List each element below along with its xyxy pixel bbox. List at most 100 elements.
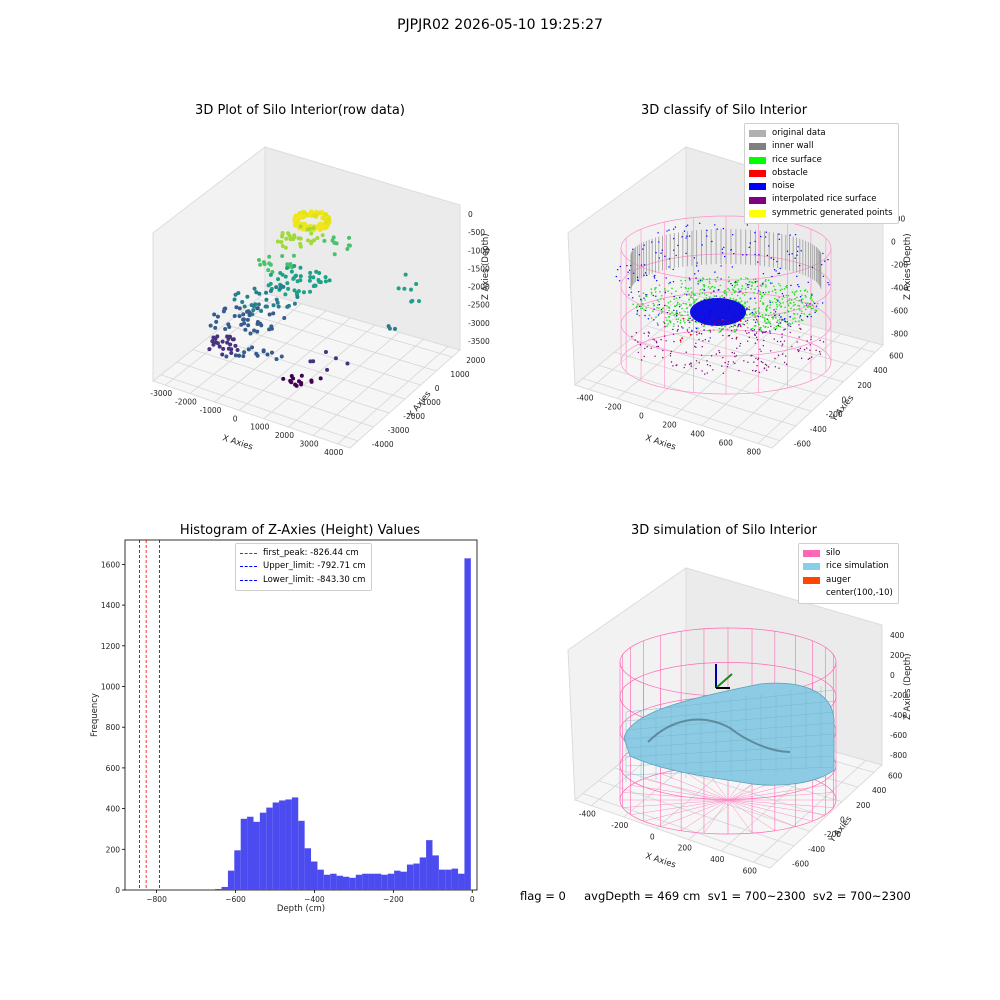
- p2-interp-point: [657, 345, 660, 348]
- p2-interp-point: [680, 326, 683, 328]
- p2-rice-point: [734, 291, 736, 294]
- p2-noise-point: [790, 284, 792, 287]
- p2-interp-point: [736, 329, 738, 331]
- p2-obstacle-point: [754, 334, 757, 337]
- p1-point: [278, 270, 283, 275]
- p2-noise-point: [766, 254, 769, 257]
- p2-noise-point: [758, 254, 760, 256]
- p3-bars: [189, 558, 471, 890]
- p2-noise-point: [715, 295, 717, 297]
- p2-rice-point: [667, 323, 670, 325]
- p2-noise-point: [769, 301, 771, 304]
- p2-interp-point: [652, 338, 654, 341]
- p1-point: [269, 350, 274, 355]
- p4-xtick: -400: [579, 810, 596, 819]
- p2-interp-point: [791, 345, 793, 348]
- p1-point: [256, 257, 261, 262]
- p2-ytick: 600: [889, 351, 904, 360]
- p2-rice-point: [753, 291, 755, 294]
- p1-point: [247, 313, 252, 318]
- p2-rice-point: [804, 302, 807, 305]
- p1-point: [240, 300, 245, 305]
- p2-interp-point: [736, 347, 738, 350]
- p2-rice-point: [772, 317, 774, 320]
- p2-rice-point: [669, 321, 672, 324]
- p3-bar: [272, 802, 280, 890]
- p1-point: [242, 304, 247, 309]
- p1-point-cloud: [207, 209, 422, 388]
- p2-rice-point: [789, 323, 792, 325]
- p2-rice-point: [714, 278, 716, 281]
- legend-label: Upper_limit: -792.71 cm: [263, 561, 366, 572]
- p1-point: [285, 281, 290, 286]
- p2-rice-point: [775, 298, 778, 301]
- p2-noise-point: [644, 314, 646, 317]
- p1-point: [268, 289, 273, 294]
- p2-rice-point: [703, 293, 706, 295]
- p1-point: [286, 303, 291, 308]
- p4-ytick: -600: [792, 860, 809, 869]
- p2-rice-point: [787, 303, 789, 305]
- p2-interp-point: [757, 358, 759, 361]
- p2-rice-point: [664, 290, 667, 292]
- p2-interp-point: [739, 345, 741, 347]
- p2-noise-point: [762, 291, 765, 294]
- p2-noise-point: [758, 290, 760, 292]
- p2-interp-point: [765, 369, 768, 371]
- p2-noise-point: [672, 268, 674, 271]
- p2-rice-point: [690, 294, 693, 297]
- p2-noise-point: [703, 329, 705, 331]
- p2-noise-point: [784, 318, 786, 320]
- legend-line: [240, 579, 257, 581]
- p1-point: [241, 354, 246, 359]
- p2-noise-point: [716, 299, 719, 302]
- p1-point: [245, 309, 250, 314]
- p2-noise-point: [636, 309, 639, 312]
- p1-point: [220, 352, 225, 357]
- p2-noise-point: [781, 293, 784, 295]
- p1-point: [322, 238, 327, 243]
- p1-ztick: -3000: [468, 319, 490, 328]
- p2-noise-point: [783, 329, 785, 331]
- p2-rice-point: [798, 316, 801, 319]
- p2-noise-point: [695, 277, 697, 279]
- p3-bar: [189, 889, 196, 890]
- p2-noise-point: [645, 293, 647, 296]
- p2-noise-point: [723, 296, 725, 299]
- p2-interp-point: [755, 332, 758, 334]
- p2-interp-point: [698, 362, 700, 364]
- p1-point: [258, 262, 263, 267]
- p2-rice-point: [675, 290, 677, 292]
- p1-point: [250, 345, 255, 350]
- p2-rice-point: [718, 331, 720, 333]
- p2-interp-point: [782, 353, 784, 355]
- p4-grid-y: [598, 780, 795, 847]
- p1-point: [345, 361, 350, 366]
- legend-entry: noise: [749, 180, 893, 193]
- p2-rice-point: [794, 320, 797, 323]
- p2-noise-point: [823, 260, 826, 262]
- p2-noise-point: [675, 315, 678, 317]
- p2-rice-point: [761, 295, 763, 297]
- p1-point: [245, 317, 250, 322]
- p2-rice-point: [798, 308, 800, 310]
- p2-interp-point: [799, 347, 802, 350]
- p2-rice-point: [778, 301, 781, 304]
- p2-interp-point: [785, 363, 788, 365]
- p2-interp-point: [763, 331, 765, 333]
- p2-rice-point: [810, 295, 812, 298]
- p2-noise-point: [638, 254, 641, 256]
- p1-point: [286, 286, 291, 291]
- p2-noise-point: [730, 249, 732, 251]
- p2-interp-point: [639, 344, 641, 346]
- p2-rice-point: [662, 307, 664, 310]
- p2-rice-point: [754, 315, 756, 317]
- p2-noise-point: [761, 283, 764, 285]
- p2-rice-point: [815, 310, 818, 312]
- p2-interp-point: [688, 363, 691, 366]
- p2-noise-point: [722, 227, 725, 230]
- p2-interp-point: [664, 335, 666, 337]
- p1-point: [226, 336, 231, 341]
- p2-noise-point: [673, 249, 675, 251]
